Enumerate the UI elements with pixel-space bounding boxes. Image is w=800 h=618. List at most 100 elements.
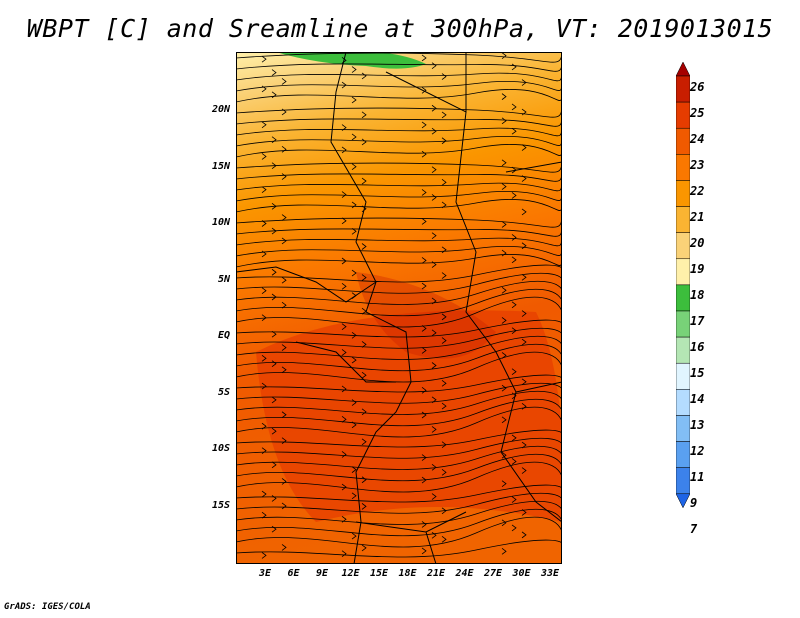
lat-label: 15N	[211, 160, 230, 172]
streamline-arrow	[281, 237, 287, 245]
streamline-arrow	[341, 385, 347, 393]
streamline	[235, 264, 563, 283]
colorbar-level-label: 15	[690, 366, 705, 380]
streamline-arrow	[261, 153, 267, 160]
streamline-arrow	[431, 62, 437, 69]
streamline-arrow	[351, 532, 357, 540]
streamline-arrow	[351, 356, 357, 364]
streamline-arrow	[511, 434, 517, 442]
streamline-arrow	[421, 454, 427, 461]
streamline-arrow	[281, 544, 287, 551]
streamline-arrow	[501, 416, 507, 424]
lon-label: 24E	[455, 568, 474, 579]
streamline	[235, 508, 563, 537]
streamline	[235, 223, 563, 237]
lon-label: 30E	[512, 568, 531, 579]
streamline-arrow	[271, 495, 277, 502]
lon-label: 33E	[540, 568, 560, 579]
streamline	[235, 327, 563, 349]
streamline-arrow	[421, 189, 427, 196]
streamline	[235, 157, 563, 173]
streamline-arrow	[351, 66, 357, 73]
wbpt-field-map	[235, 47, 563, 565]
streamline-arrow	[501, 548, 507, 555]
colorbar-level-label: 26	[690, 80, 705, 94]
streamline-arrow	[441, 469, 447, 476]
streamline-arrow	[421, 54, 427, 62]
streamline-arrow	[441, 441, 447, 449]
streamline-arrow	[271, 396, 277, 404]
colorbar-segment	[676, 101, 690, 129]
streamline-arrow	[361, 138, 367, 146]
colorbar-segment	[676, 336, 690, 364]
streamline-arrow	[361, 503, 367, 510]
streamline	[235, 539, 563, 558]
colorbar-segment	[676, 154, 690, 181]
colorbar-level-label: 7	[690, 522, 698, 536]
streamline-arrow	[341, 451, 347, 458]
streamline-arrow	[421, 86, 427, 94]
streamline-arrow	[351, 163, 357, 171]
streamline-arrow	[361, 243, 367, 250]
streamline-arrow	[261, 511, 267, 519]
colorbar-segment	[676, 75, 690, 103]
streamline-arrow	[431, 127, 437, 135]
streamline-arrow	[351, 133, 357, 141]
lat-label: 5N	[217, 273, 230, 285]
streamline-arrow	[441, 402, 447, 410]
streamline	[235, 135, 563, 147]
streamline-arrow	[341, 191, 347, 198]
lon-label: 12E	[341, 568, 360, 579]
streamline-arrow	[431, 329, 437, 337]
colorbar-segment	[676, 232, 690, 260]
streamline-arrow	[261, 121, 267, 129]
streamline-arrow	[421, 476, 427, 484]
streamline-arrow	[341, 349, 347, 356]
streamline-arrow	[271, 91, 277, 99]
colorbar-segment	[676, 284, 690, 312]
streamline-arrow	[421, 347, 427, 354]
streamline	[235, 335, 563, 360]
streamline-arrow	[271, 69, 277, 76]
streamline	[235, 89, 563, 103]
streamline-arrow	[281, 502, 287, 510]
streamline-arrow	[521, 531, 527, 539]
streamline-arrow	[361, 438, 367, 446]
streamline-arrow	[351, 492, 357, 500]
streamline-arrow	[441, 179, 447, 186]
streamline-arrow	[431, 362, 437, 369]
streamline-arrow	[431, 261, 437, 268]
streamline-arrow	[501, 93, 507, 100]
streamline-arrow	[441, 507, 447, 515]
streamline-arrow	[511, 234, 517, 241]
colorbar-level-label: 17	[690, 314, 705, 328]
streamline	[235, 516, 563, 548]
streamline-arrow	[441, 137, 447, 145]
streamline-arrow	[521, 310, 527, 317]
lon-label: 27E	[483, 568, 503, 579]
colorbar-level-label: 11	[690, 470, 705, 484]
streamline-arrow	[421, 411, 427, 419]
streamline-arrow	[441, 73, 447, 80]
streamline-arrow	[271, 525, 277, 533]
streamline-arrow	[281, 276, 287, 284]
streamline	[235, 351, 563, 383]
streamline-arrow	[361, 476, 367, 484]
streamline-arrow	[271, 136, 277, 144]
streamline-arrow	[511, 524, 517, 532]
lat-label: 15S	[211, 499, 230, 511]
streamline-arrow	[271, 293, 277, 301]
streamline-arrow	[361, 111, 367, 119]
streamline-arrow	[431, 104, 437, 112]
streamline	[235, 453, 563, 482]
streamline-arrow	[441, 337, 447, 344]
streamline	[235, 319, 563, 338]
streamline-arrow	[351, 96, 357, 104]
streamline-arrow	[281, 437, 287, 445]
streamline-arrow	[431, 396, 437, 404]
streamline-arrow	[431, 297, 437, 305]
lat-label: 10N	[211, 217, 230, 228]
streamline-arrow	[501, 286, 507, 294]
streamline-arrow	[421, 521, 427, 528]
warm-core-region	[256, 310, 562, 522]
